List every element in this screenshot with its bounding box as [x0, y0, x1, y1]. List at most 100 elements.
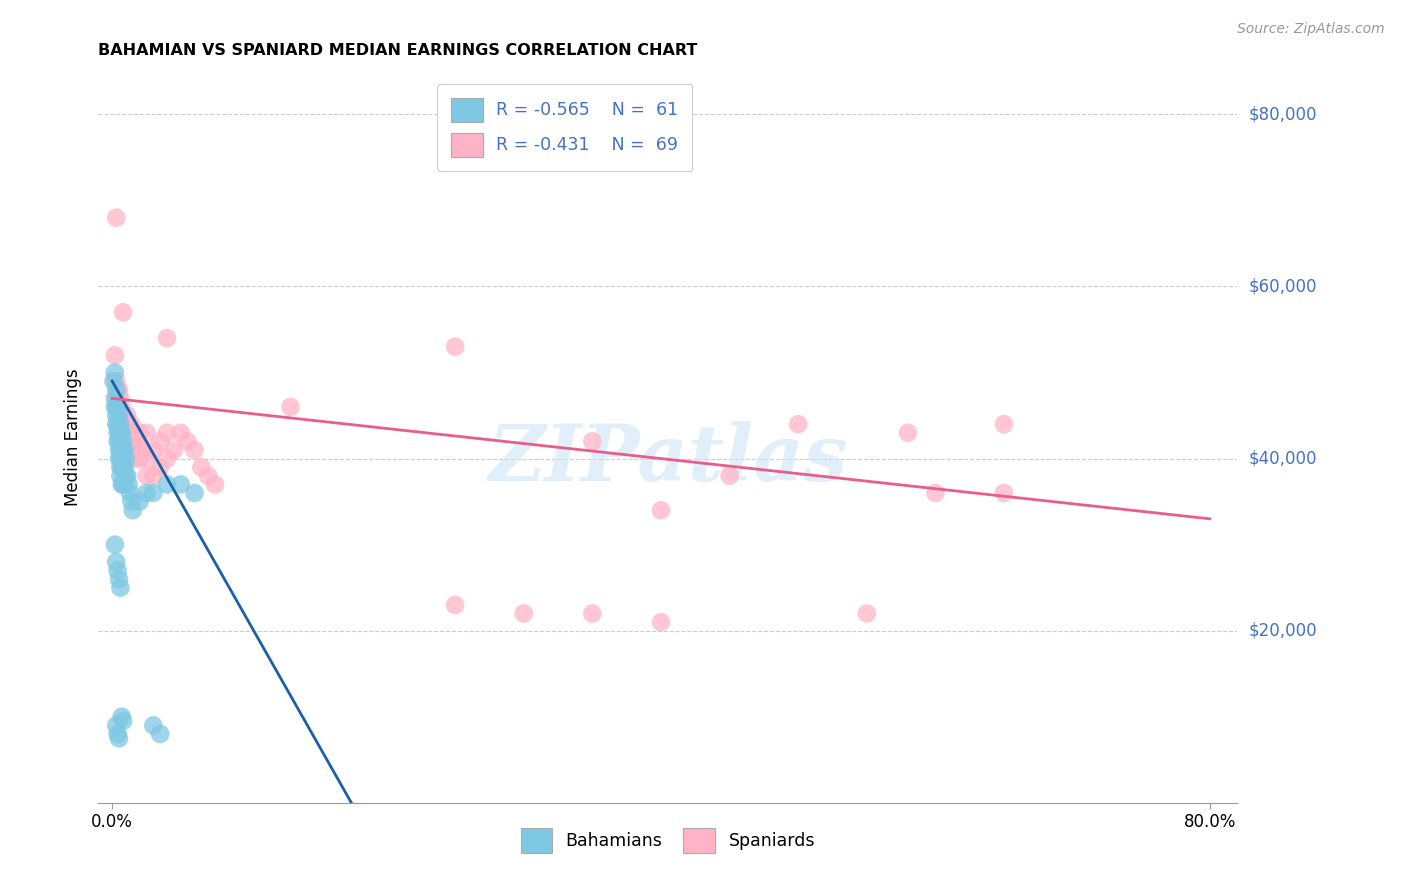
Point — [105, 383, 128, 397]
Point — [924, 486, 946, 500]
Point — [111, 425, 134, 440]
Point — [110, 392, 132, 406]
Point — [131, 442, 153, 457]
Point — [135, 486, 157, 500]
Point — [163, 442, 186, 457]
Point — [993, 417, 1015, 432]
Point — [108, 400, 131, 414]
Point — [156, 451, 179, 466]
Point — [142, 486, 165, 500]
Point — [110, 425, 132, 440]
Point — [128, 494, 150, 508]
Point — [115, 451, 138, 466]
Point — [110, 442, 132, 457]
Point — [107, 425, 129, 440]
Point — [122, 425, 145, 440]
Point — [114, 417, 136, 432]
Point — [718, 468, 741, 483]
Point — [280, 400, 302, 414]
Point — [149, 460, 172, 475]
Point — [112, 451, 135, 466]
Point — [117, 417, 139, 432]
Text: $60,000: $60,000 — [1249, 277, 1317, 295]
Point — [107, 400, 129, 414]
Point — [128, 425, 150, 440]
Point — [120, 417, 142, 432]
Point — [110, 451, 132, 466]
Point — [149, 727, 172, 741]
Point — [115, 425, 138, 440]
Text: BAHAMIAN VS SPANIARD MEDIAN EARNINGS CORRELATION CHART: BAHAMIAN VS SPANIARD MEDIAN EARNINGS COR… — [98, 43, 697, 58]
Point — [111, 425, 134, 440]
Point — [103, 374, 125, 388]
Point — [115, 468, 138, 483]
Point — [110, 581, 132, 595]
Point — [105, 374, 128, 388]
Point — [108, 425, 131, 440]
Point — [650, 615, 672, 629]
Point — [112, 434, 135, 449]
Point — [108, 451, 131, 466]
Legend: Bahamians, Spaniards: Bahamians, Spaniards — [513, 822, 823, 860]
Point — [105, 555, 128, 569]
Point — [112, 425, 135, 440]
Point — [581, 607, 603, 621]
Point — [111, 400, 134, 414]
Point — [170, 425, 193, 440]
Point — [108, 383, 131, 397]
Point — [108, 731, 131, 746]
Point — [105, 718, 128, 732]
Point — [104, 366, 127, 380]
Point — [117, 451, 139, 466]
Point — [112, 409, 135, 423]
Point — [787, 417, 810, 432]
Point — [111, 442, 134, 457]
Point — [142, 442, 165, 457]
Point — [156, 477, 179, 491]
Point — [117, 477, 139, 491]
Point — [128, 451, 150, 466]
Text: $20,000: $20,000 — [1249, 622, 1317, 640]
Point — [110, 417, 132, 432]
Point — [117, 434, 139, 449]
Point — [112, 460, 135, 475]
Point — [118, 434, 141, 449]
Point — [111, 460, 134, 475]
Point — [105, 211, 128, 225]
Point — [110, 460, 132, 475]
Y-axis label: Median Earnings: Median Earnings — [65, 368, 83, 506]
Point — [897, 425, 920, 440]
Point — [111, 451, 134, 466]
Point — [108, 434, 131, 449]
Point — [118, 425, 141, 440]
Point — [149, 434, 172, 449]
Point — [104, 538, 127, 552]
Point — [107, 383, 129, 397]
Point — [170, 477, 193, 491]
Point — [121, 425, 143, 440]
Point — [112, 714, 135, 728]
Point — [513, 607, 536, 621]
Point — [104, 348, 127, 362]
Point — [105, 400, 128, 414]
Point — [104, 392, 127, 406]
Point — [108, 572, 131, 586]
Point — [114, 442, 136, 457]
Point — [204, 477, 226, 491]
Point — [156, 425, 179, 440]
Text: $40,000: $40,000 — [1249, 450, 1317, 467]
Point — [444, 598, 467, 612]
Point — [105, 392, 128, 406]
Point — [142, 718, 165, 732]
Point — [114, 425, 136, 440]
Point — [135, 425, 157, 440]
Point — [581, 434, 603, 449]
Point — [121, 442, 143, 457]
Point — [122, 451, 145, 466]
Point — [112, 305, 135, 319]
Point — [112, 477, 135, 491]
Point — [115, 442, 138, 457]
Point — [142, 468, 165, 483]
Point — [176, 434, 198, 449]
Point — [115, 468, 138, 483]
